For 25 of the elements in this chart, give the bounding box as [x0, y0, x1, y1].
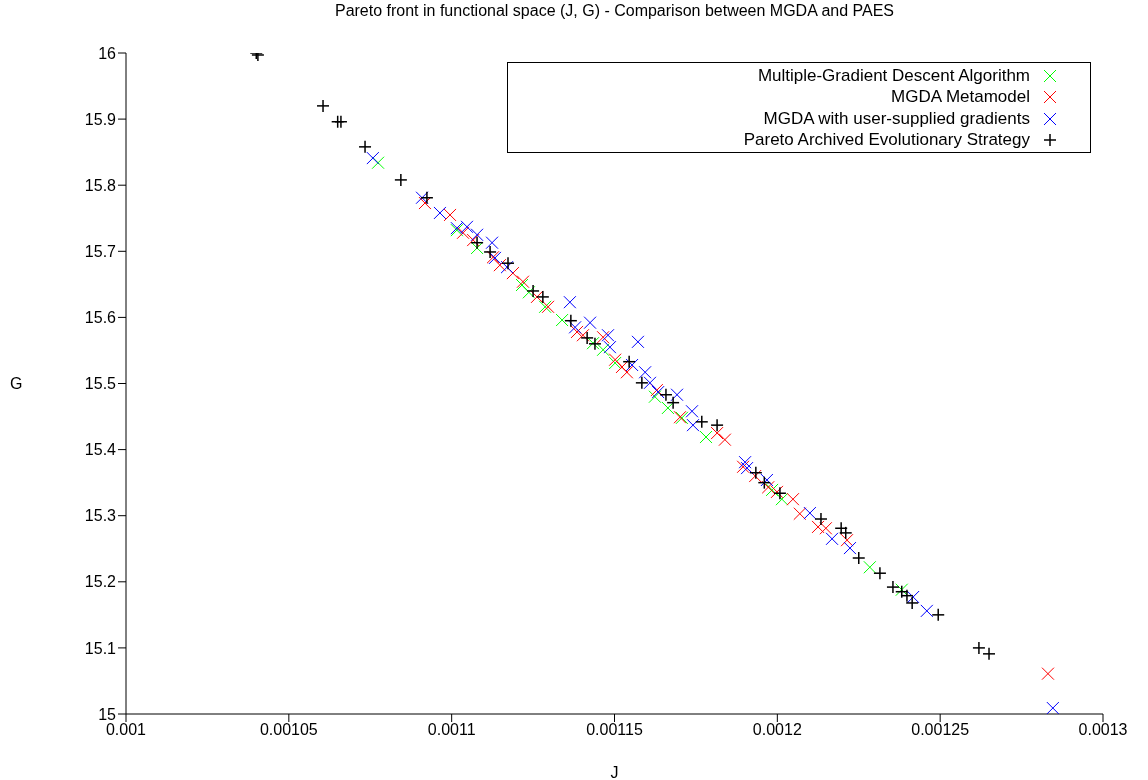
legend-label: Multiple-Gradient Descent Algorithm: [757, 65, 1030, 86]
chart-title: Pareto front in functional space (J, G) - Comparison between MGDA and PAES: [333, 2, 896, 20]
legend-label: Pareto Archived Evolutionary Strategy: [743, 130, 1030, 151]
y-tick-label: 15: [98, 705, 117, 723]
y-tick-label: 16: [98, 44, 117, 62]
x-tick-label: 0.00105: [259, 721, 318, 739]
y-tick-label: 15.1: [84, 639, 117, 657]
y-tick-label: 15.7: [84, 242, 117, 260]
x-tick-label: 0.00125: [911, 721, 970, 739]
y-tick-label: 15.4: [84, 441, 117, 459]
legend-label: MGDA with user-supplied gradients: [763, 108, 1030, 129]
y-tick-label: 15.5: [84, 375, 117, 393]
x-axis-title: J: [610, 764, 619, 780]
x-tick-label: 0.00115: [586, 721, 643, 739]
y-tick-label: 15.2: [84, 573, 117, 591]
x-tick-label: 0.001: [105, 721, 147, 739]
x-tick-label: 0.0012: [752, 721, 802, 739]
y-axis-title: G: [10, 375, 23, 393]
y-tick-label: 15.6: [84, 309, 117, 327]
y-tick-label: 15.8: [84, 176, 117, 194]
legend-label: MGDA Metamodel: [891, 87, 1030, 108]
y-tick-label: 15.3: [84, 507, 117, 525]
x-tick-label: 0.0013: [1078, 721, 1128, 739]
x-tick-label: 0.0011: [427, 721, 476, 739]
y-tick-label: 15.9: [84, 110, 117, 128]
